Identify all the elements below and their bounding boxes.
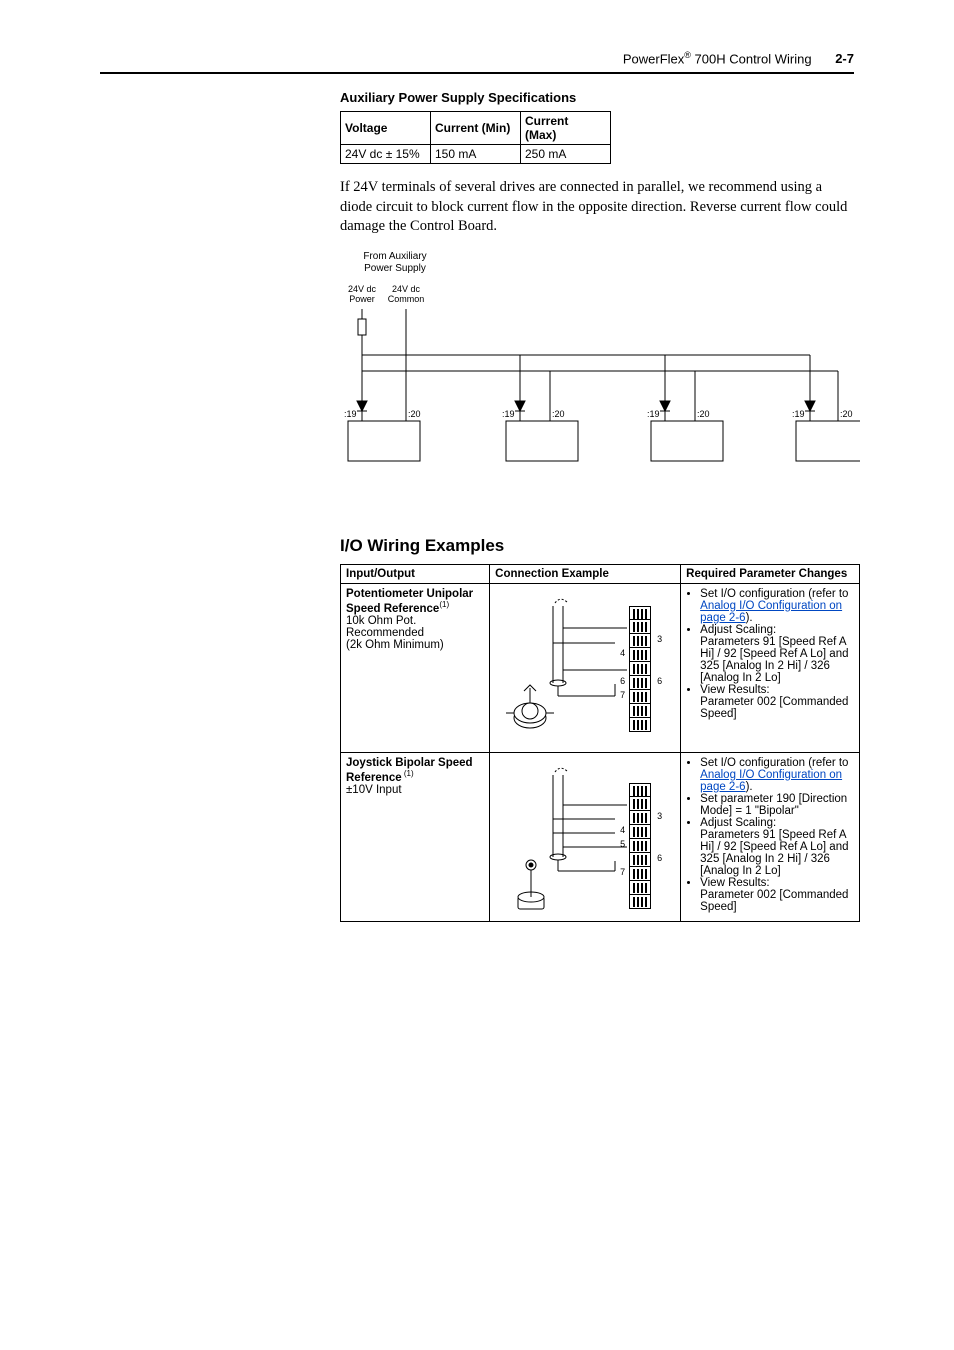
io-title-2a: Joystick Bipolar Speed <box>346 757 473 769</box>
term-stack-joy: 3 4 5 6 7 <box>629 783 651 909</box>
term-stack-pot: 3 4 66 7 <box>629 606 651 732</box>
io-title-1b: Speed Reference <box>346 603 439 615</box>
aux-col-voltage: Voltage <box>341 112 431 145</box>
io-title-1sup: (1) <box>439 600 449 609</box>
param-list-1: Set I/O configuration (refer to Analog I… <box>686 588 854 720</box>
io-sub-2-0: ±10V Input <box>346 784 402 796</box>
io-col-1: Input/Output <box>341 564 490 583</box>
connex-joy: 3 4 5 6 7 <box>495 757 675 917</box>
param-list-2: Set I/O configuration (refer to Analog I… <box>686 757 854 913</box>
header-suffix: 700H Control Wiring <box>691 51 812 66</box>
page: PowerFlex® 700H Control Wiring 2-7 Auxil… <box>0 0 954 1350</box>
io-wiring-heading: I/O Wiring Examples <box>340 536 854 556</box>
parallel-diode-diagram: From Auxiliary Power Supply 24V dc Power… <box>340 251 860 476</box>
header-product: PowerFlex <box>623 51 684 66</box>
t20-1: :20 <box>408 409 421 419</box>
list-item: Adjust Scaling: Parameters 91 [Speed Ref… <box>700 817 854 877</box>
list-item: View Results: Parameter 002 [Commanded S… <box>700 684 854 720</box>
aux-power-table: Voltage Current (Min) Current (Max) 24V … <box>340 111 611 164</box>
header-rule <box>100 72 854 74</box>
io-wiring-table: Input/Output Connection Example Required… <box>340 564 860 922</box>
io-sub-1-2: (2k Ohm Minimum) <box>346 639 444 651</box>
io-cell-params: Set I/O configuration (refer to Analog I… <box>681 752 860 921</box>
t19-3: :19 <box>647 409 660 419</box>
table-row: Joystick Bipolar Speed Reference (1) ±10… <box>341 752 860 921</box>
io-col-3: Required Parameter Changes <box>681 564 860 583</box>
io-col-2: Connection Example <box>490 564 681 583</box>
header-pageno: 2-7 <box>835 51 854 66</box>
list-item: Set I/O configuration (refer to Analog I… <box>700 757 854 793</box>
aux-val-current-min: 150 mA <box>431 145 521 164</box>
body-paragraph: If 24V terminals of several drives are c… <box>340 178 854 237</box>
content-column: Auxiliary Power Supply Specifications Vo… <box>340 90 854 922</box>
t19-4: :19 <box>792 409 805 419</box>
list-item: Set I/O configuration (refer to Analog I… <box>700 588 854 624</box>
running-header: PowerFlex® 700H Control Wiring 2-7 <box>623 50 854 66</box>
aux-table-title: Auxiliary Power Supply Specifications <box>340 90 854 105</box>
t19-1: :19 <box>344 409 357 419</box>
t20-2: :20 <box>552 409 565 419</box>
io-sub-1-0: 10k Ohm Pot. <box>346 615 416 627</box>
xref-link[interactable]: Analog I/O Configuration on page 2-6 <box>700 600 842 624</box>
io-cell-input: Potentiometer Unipolar Speed Reference(1… <box>341 583 490 752</box>
io-title-2sup: (1) <box>402 769 414 778</box>
io-cell-connex: 3 4 66 7 <box>490 583 681 752</box>
io-cell-params: Set I/O configuration (refer to Analog I… <box>681 583 860 752</box>
io-title-1a: Potentiometer Unipolar <box>346 588 473 600</box>
diagram-svg <box>340 251 860 476</box>
connex-pot: 3 4 66 7 <box>495 588 675 748</box>
list-item: View Results: Parameter 002 [Commanded S… <box>700 877 854 913</box>
t20-3: :20 <box>697 409 710 419</box>
io-title-2b: Reference <box>346 772 402 784</box>
aux-col-current-max: Current (Max) <box>521 112 611 145</box>
table-row: Potentiometer Unipolar Speed Reference(1… <box>341 583 860 752</box>
list-item: Adjust Scaling: Parameters 91 [Speed Ref… <box>700 624 854 684</box>
t19-2: :19 <box>502 409 515 419</box>
aux-col-current-min: Current (Min) <box>431 112 521 145</box>
aux-val-voltage: 24V dc ± 15% <box>341 145 431 164</box>
io-sub-1-1: Recommended <box>346 627 424 639</box>
header-reg: ® <box>684 50 691 60</box>
t20-4: :20 <box>840 409 853 419</box>
io-cell-connex: 3 4 5 6 7 <box>490 752 681 921</box>
aux-val-current-max: 250 mA <box>521 145 611 164</box>
io-cell-input: Joystick Bipolar Speed Reference (1) ±10… <box>341 752 490 921</box>
list-item: Set parameter 190 [Direction Mode] = 1 "… <box>700 793 854 817</box>
xref-link[interactable]: Analog I/O Configuration on page 2-6 <box>700 769 842 793</box>
